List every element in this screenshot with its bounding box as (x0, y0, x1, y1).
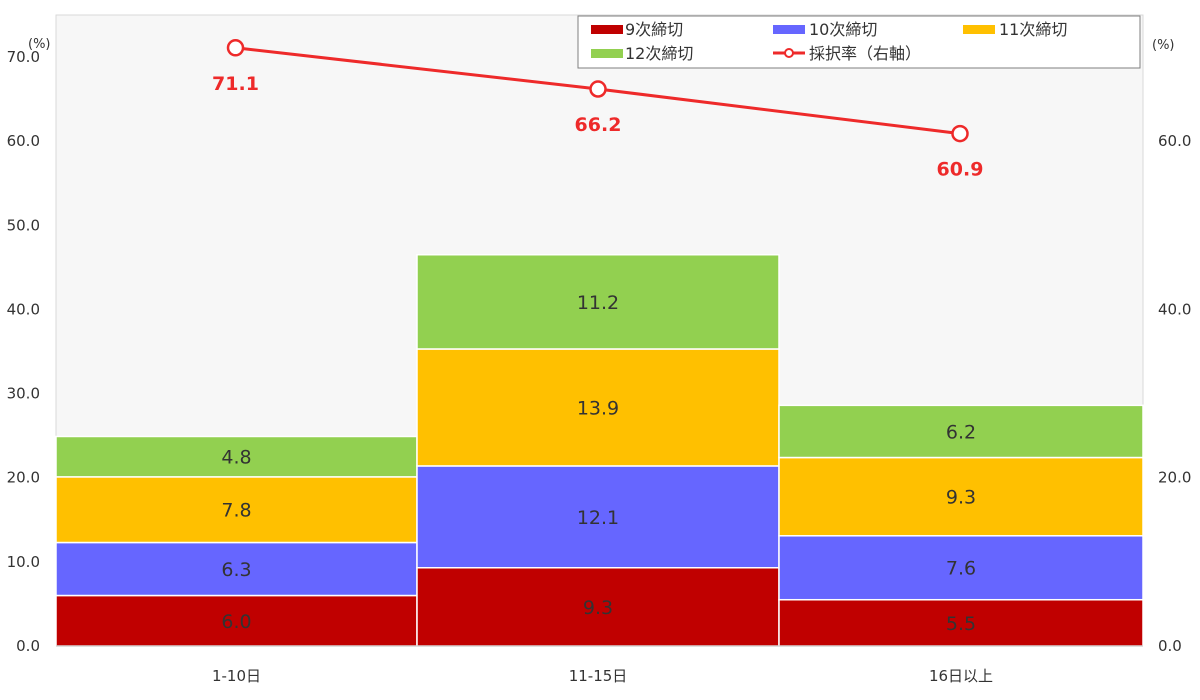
bar-data-label: 6.0 (221, 611, 251, 633)
bar-data-label: 7.6 (946, 558, 976, 580)
bar-segment (778, 404, 1144, 459)
bar-segment (416, 465, 780, 569)
legend-label: 9次締切 (625, 20, 683, 39)
bar-data-label: 9.3 (946, 487, 976, 509)
legend-swatch (591, 49, 623, 58)
y-left-tick-label: 70.0 (7, 48, 40, 66)
bar-data-label: 6.2 (946, 421, 976, 443)
rate-point (951, 124, 969, 143)
x-tick-label: 16日以上 (929, 667, 993, 685)
legend-label: 10次締切 (809, 20, 877, 39)
y-left-tick-label: 30.0 (7, 385, 40, 403)
y-left-tick-label: 20.0 (7, 469, 40, 487)
y-right-tick-label: 20.0 (1158, 469, 1191, 487)
y-right-tick-label: 60.0 (1158, 132, 1191, 150)
rate-point (589, 80, 607, 98)
y-left-tick-label: 40.0 (7, 300, 40, 318)
bar-segment (55, 594, 418, 647)
legend-swatch (591, 25, 623, 34)
y-left-tick-label: 50.0 (7, 216, 40, 234)
bar-segment (778, 456, 1144, 537)
y-right-tick-label: 0.0 (1158, 637, 1182, 655)
legend-label: 12次締切 (625, 44, 693, 63)
bar-data-label: 4.8 (221, 447, 251, 469)
bar-segment (416, 566, 780, 647)
x-tick-label: 1-10日 (212, 667, 261, 685)
bar-segment (416, 253, 780, 350)
y-left-tick-label: 10.0 (7, 553, 40, 571)
y-left-tick-label: 0.0 (16, 637, 40, 655)
y-left-unit: (%) (28, 37, 51, 52)
rate-data-label: 66.2 (575, 114, 622, 136)
y-right-unit: (%) (1152, 38, 1175, 53)
legend-swatch (773, 25, 805, 34)
bar-data-label: 12.1 (577, 507, 619, 529)
bar-segment (55, 476, 418, 544)
rate-point (226, 39, 245, 57)
bar-data-label: 9.3 (583, 597, 613, 619)
rate-data-label: 71.1 (212, 73, 259, 95)
bar-data-label: 6.3 (221, 559, 251, 581)
legend-label: 採択率（右軸） (809, 44, 921, 63)
legend-swatch (963, 25, 995, 34)
x-tick-label: 11-15日 (569, 667, 628, 685)
y-right-tick-label: 40.0 (1158, 300, 1191, 318)
y-left-tick-label: 60.0 (7, 132, 40, 150)
bar-data-label: 7.8 (221, 500, 251, 522)
rate-data-label: 60.9 (937, 159, 984, 181)
legend-label: 11次締切 (999, 20, 1067, 39)
bar-segment (416, 348, 780, 467)
legend-line-marker (784, 48, 794, 58)
bar-segment (778, 598, 1144, 647)
bar-data-label: 5.5 (946, 613, 976, 635)
bar-data-label: 13.9 (577, 397, 619, 419)
bar-data-label: 11.2 (577, 292, 619, 314)
bar-segment (778, 535, 1144, 601)
bar-segment (55, 435, 418, 478)
legend-box (577, 15, 1141, 69)
